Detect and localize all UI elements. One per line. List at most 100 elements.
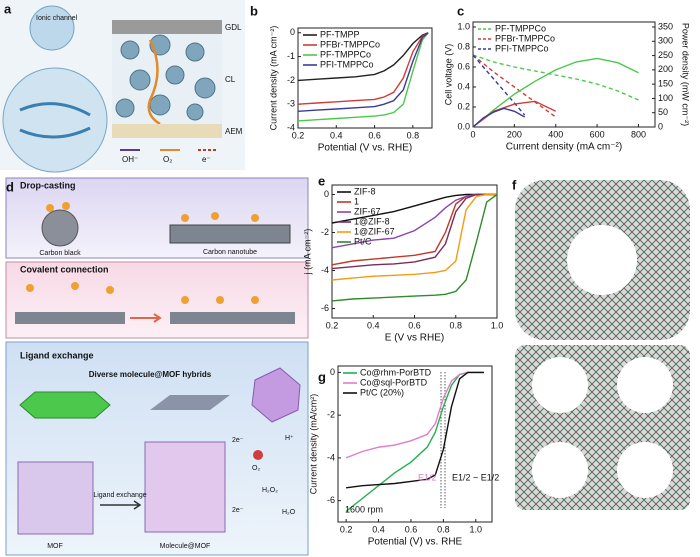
legend-label: O₂ [163,155,172,164]
x-tick-label: 0.6 [368,130,381,140]
pore [617,357,673,413]
series-line [346,371,484,489]
y-tick-label: -4 [327,452,335,462]
x-tick-label: 400 [548,129,563,139]
y-tick-label: -6 [321,303,329,313]
panel-label: d [6,179,14,194]
legend-label: ZIF-67 [354,206,381,216]
panel-label: g [318,369,326,384]
subtitle: Diverse molecule@MOF hybrids [89,370,212,379]
x-axis-title: Potential (V vs. RHE) [318,143,412,154]
legend-label: PFBr-TMPPCo [320,39,380,49]
y-tick-label: -1 [287,51,295,61]
legend-label: 1 [354,196,359,206]
caption: Carbon black [39,250,81,257]
y-tick-label: 0.4 [457,81,470,91]
reaction-label: H₂O [282,509,296,516]
series-line [472,57,639,128]
y2-tick-label: 100 [658,93,673,103]
series-line [297,32,429,105]
box-title: Covalent connection [20,264,109,274]
gdl-layer [112,20,222,34]
channel [19,102,91,139]
y2-tick-label: 200 [658,64,673,74]
reaction-label: 2e⁻ [232,507,244,514]
y-tick-label: 0 [324,189,329,199]
x-tick-label: 0.2 [292,130,305,140]
zoom-circle [2,67,108,173]
polyhedron [251,367,301,423]
y-axis-title: Current density (mA cm⁻²) [268,26,278,131]
x-tick-label: 600 [590,129,605,139]
legend-label: 1@ZIF-8 [354,216,390,226]
panel-a: a Ionic channel GDL CL AEM OH⁻ O₂ e⁻ [0,0,245,173]
caption: Ligand exchange [93,492,146,499]
series-line [297,32,429,82]
y2-tick-label: 0 [658,121,663,131]
plot-frame [337,365,493,523]
y-tick-label: 0 [290,27,295,37]
x-tick-label: 1.0 [491,320,504,330]
series-line [472,54,557,118]
series-line [331,193,498,302]
series-line [297,32,429,122]
particles [115,34,216,121]
y-tick-label: 0.2 [457,101,470,111]
legend-label: Pt/C (20%) [360,387,404,397]
pore [567,225,637,295]
y2-tick-label: 350 [658,21,673,31]
carbon-nanotube [169,224,291,244]
legend-label: e⁻ [202,155,211,164]
arrow [100,500,142,510]
series-line [472,100,557,128]
x-tick-label: 1.0 [470,524,483,534]
x-axis-title: Current density (mA cm⁻²) [506,142,622,153]
x-tick-label: 0.8 [407,130,420,140]
y2-tick-label: 300 [658,36,673,46]
x-tick-label: 0.8 [437,524,450,534]
panel-label: c [457,3,464,18]
y-tick-label: 0 [330,367,335,377]
y2-axis-title: Power density (mW cm⁻²) [681,23,691,126]
reaction-label: H⁺ [285,435,294,442]
box-title: Ligand exchange [20,350,94,360]
y-tick-label: -6 [327,495,335,505]
plot-frame [472,21,656,128]
legend-label: PF-TMPPCo [495,23,546,33]
reaction-label: H₂O₂ [262,487,278,494]
panel-f: f [512,177,690,510]
arrow [130,313,162,323]
x-axis-title: E (V vs RHE) [385,333,444,344]
plot-frame [297,27,433,129]
y-tick-label: 0.8 [457,41,470,51]
mof-cube [17,461,94,535]
mof-cube [144,441,226,533]
x-tick-label: 0.2 [326,320,339,330]
box-title: Drop-casting [20,180,76,190]
x-axis-title: Potential (V) vs. RHE [368,537,463,548]
guide-line [440,372,446,508]
series-line [472,54,639,101]
legend-label: Pt/C [354,236,372,246]
molecule [253,450,263,460]
series-line [472,107,526,128]
legend-label: Co@sql-PorBTD [360,377,428,387]
y2-tick-label: 250 [658,50,673,60]
x-tick-label: 0.4 [367,320,380,330]
y-axis-title: Cell voltage (V) [443,44,453,106]
x-tick-label: 0.6 [408,320,421,330]
legend-label: 1@ZIF-67 [354,226,395,236]
legend-label: Co@rhm-PorBTD [360,367,432,377]
x-tick-label: 800 [631,129,646,139]
x-tick-label: 200 [507,129,522,139]
annotation: 1600 rpm [345,504,383,514]
panel-label: b [250,3,258,18]
y-tick-label: -4 [287,122,295,132]
carbon-nanotube [170,312,295,324]
series-line [331,193,497,281]
y-axis-title: j (mA cm⁻²) [302,229,312,276]
pore [617,442,673,498]
panel-label: e [318,173,325,188]
legend-label: PF-TMPPCo [320,49,371,59]
aem-layer [112,124,222,138]
